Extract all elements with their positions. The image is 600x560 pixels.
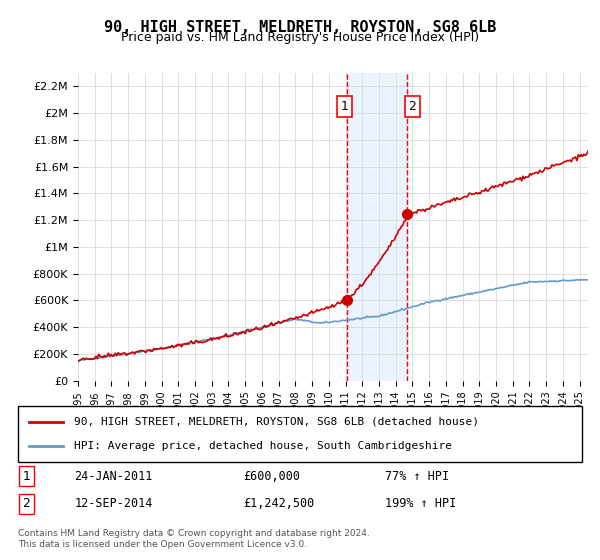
Text: £1,242,500: £1,242,500 bbox=[244, 497, 315, 510]
Text: 90, HIGH STREET, MELDRETH, ROYSTON, SG8 6LB: 90, HIGH STREET, MELDRETH, ROYSTON, SG8 … bbox=[104, 20, 496, 35]
Text: 2: 2 bbox=[23, 497, 31, 510]
Text: 12-SEP-2014: 12-SEP-2014 bbox=[74, 497, 153, 510]
Text: 1: 1 bbox=[23, 470, 31, 483]
Text: £600,000: £600,000 bbox=[244, 470, 301, 483]
Text: HPI: Average price, detached house, South Cambridgeshire: HPI: Average price, detached house, Sout… bbox=[74, 441, 452, 451]
Bar bbox=[347, 73, 407, 381]
FancyBboxPatch shape bbox=[18, 406, 582, 462]
Text: 24-JAN-2011: 24-JAN-2011 bbox=[74, 470, 153, 483]
Text: Contains HM Land Registry data © Crown copyright and database right 2024.
This d: Contains HM Land Registry data © Crown c… bbox=[18, 529, 370, 549]
Text: 77% ↑ HPI: 77% ↑ HPI bbox=[385, 470, 449, 483]
Text: 1: 1 bbox=[340, 100, 348, 113]
Text: Price paid vs. HM Land Registry's House Price Index (HPI): Price paid vs. HM Land Registry's House … bbox=[121, 31, 479, 44]
Text: 2: 2 bbox=[409, 100, 416, 113]
Text: 199% ↑ HPI: 199% ↑ HPI bbox=[385, 497, 456, 510]
Text: 90, HIGH STREET, MELDRETH, ROYSTON, SG8 6LB (detached house): 90, HIGH STREET, MELDRETH, ROYSTON, SG8 … bbox=[74, 417, 479, 427]
